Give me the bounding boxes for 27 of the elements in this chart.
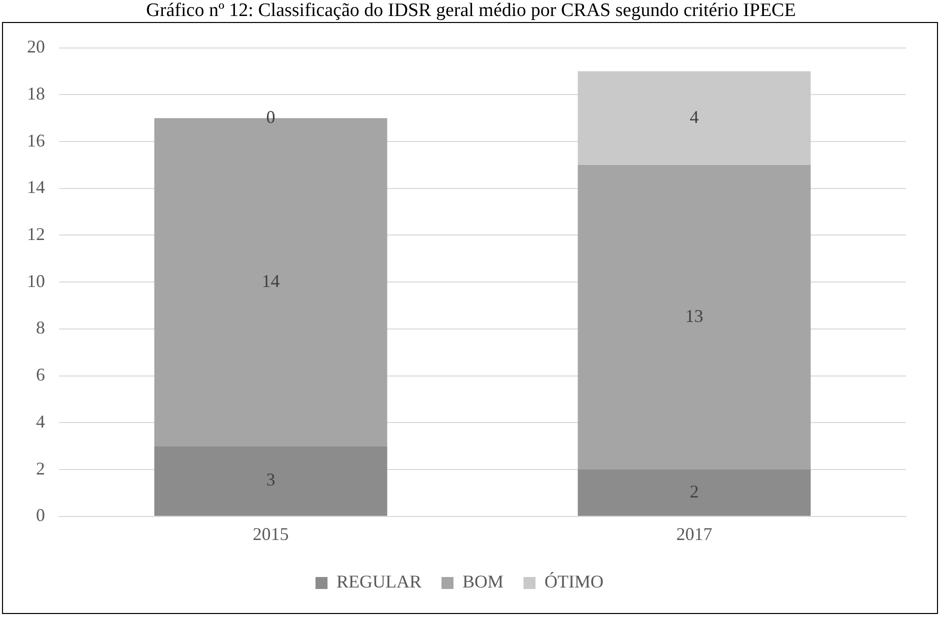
bar: [154, 446, 388, 516]
y-tick-label: 18: [27, 83, 45, 104]
y-tick-label: 6: [36, 364, 45, 385]
data-label: 0: [266, 106, 276, 127]
bar: [578, 470, 811, 516]
y-tick-label: 20: [27, 36, 45, 57]
y-tick-label: 2: [36, 458, 45, 478]
data-label: 13: [685, 306, 704, 326]
data-label: 2: [690, 481, 699, 502]
bar: [578, 71, 811, 165]
data-label: 4: [690, 106, 699, 127]
x-tick-label: 2017: [676, 524, 712, 544]
chart-title: Gráfico nº 12: Classificação do IDSR geral médio por CRAS segundo critério IPECE: [145, 0, 797, 22]
y-tick-label: 4: [36, 411, 45, 432]
data-label: 3: [266, 470, 276, 490]
y-tick-label: 12: [27, 224, 45, 244]
x-tick-label: 2015: [252, 524, 289, 544]
y-tick-label: 0: [36, 505, 45, 526]
bar: [578, 164, 811, 470]
data-label: 14: [262, 270, 280, 291]
y-tick-label: 14: [27, 177, 45, 198]
legend-label: BOM: [462, 572, 504, 592]
y-tick-label: 10: [27, 270, 45, 291]
y-tick-label: 8: [36, 318, 45, 338]
legend-label: REGULAR: [336, 572, 422, 592]
legend-label: ÓTIMO: [544, 572, 604, 592]
y-tick-label: 16: [27, 130, 45, 150]
